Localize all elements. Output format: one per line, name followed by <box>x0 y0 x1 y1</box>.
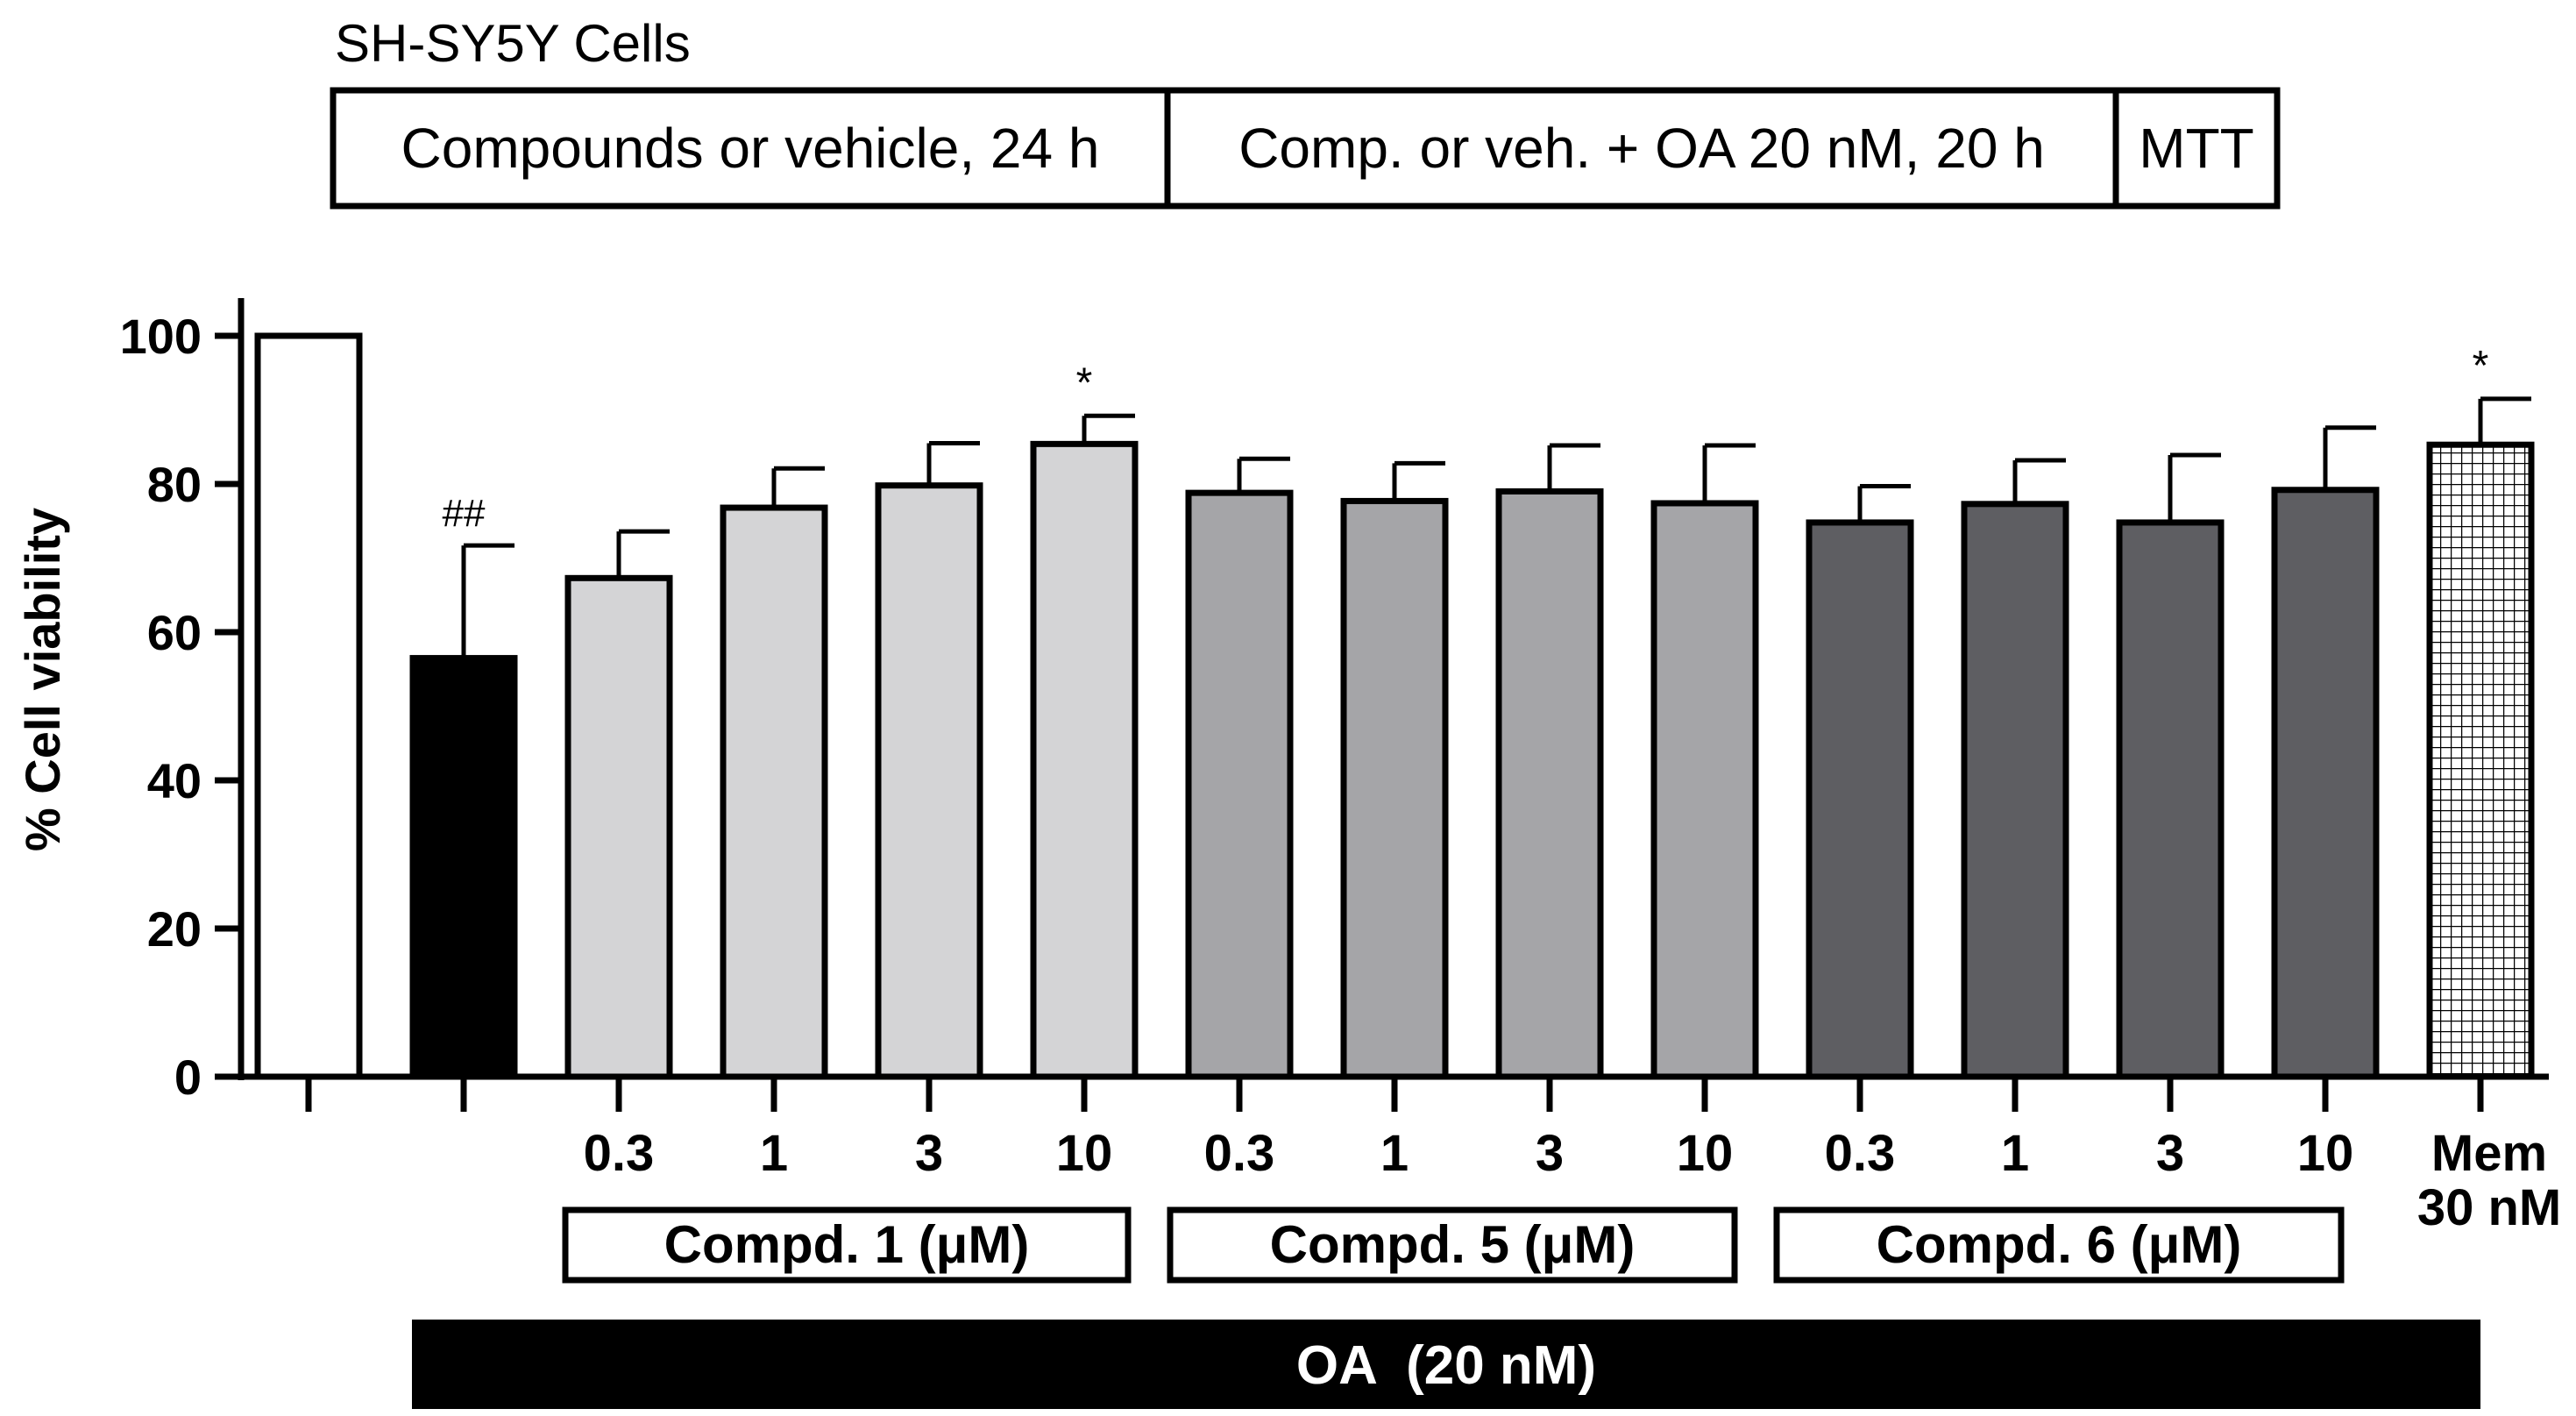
protocol-step-3-box <box>2112 87 2281 210</box>
protocol-step-3: MTT <box>2139 117 2254 180</box>
bar-compd1-4 <box>875 482 983 1080</box>
bar-plot: 0 20 40 60 80 100 ## * * 0.3 1 3 10 0.3 1 3 10 0.3 1 3 10 M… <box>120 298 2561 1236</box>
y-tick-label: 60 <box>147 605 202 660</box>
x-tick-label: 30 nM <box>2417 1179 2561 1236</box>
compd1-group-label: Compd. 1 (μM) <box>664 1215 1030 1274</box>
bar-compd1-3 <box>720 504 828 1080</box>
compd6-group-label: Compd. 6 (μM) <box>1877 1215 2242 1274</box>
y-tick-label: 100 <box>120 309 202 364</box>
compd5-group-label: Compd. 5 (μM) <box>1270 1215 1636 1274</box>
x-tick-label: 3 <box>915 1125 943 1182</box>
x-tick-label: 0.3 <box>584 1125 655 1182</box>
significance-marker: * <box>1076 359 1093 406</box>
bar-compd6-11 <box>1961 501 2069 1080</box>
y-axis-title: % Cell viability <box>15 508 70 851</box>
compd6-group-box <box>1773 1206 2345 1284</box>
bar-compd6-12 <box>2116 519 2225 1080</box>
y-axis: 0 20 40 60 80 100 <box>120 298 245 1105</box>
bar-control-0 <box>254 332 363 1080</box>
bar-compd6-13 <box>2271 487 2380 1080</box>
oa-treatment-bar <box>412 1320 2480 1409</box>
bar-compd5-7 <box>1340 497 1449 1080</box>
bar-memantine-14 <box>2426 441 2535 1080</box>
bar-compd1-2 <box>564 574 673 1080</box>
x-tick-label: 10 <box>1677 1125 1734 1182</box>
x-tick-label: 1 <box>1380 1125 1409 1182</box>
x-tick-label: 10 <box>2297 1125 2354 1182</box>
x-tick-label: 0.3 <box>1204 1125 1275 1182</box>
x-tick-label: 3 <box>2156 1125 2184 1182</box>
x-tick-label: Mem <box>2431 1125 2547 1182</box>
x-tick-label: 1 <box>760 1125 788 1182</box>
bar-compd5-8 <box>1495 487 1604 1080</box>
compd5-group-box <box>1167 1206 1738 1284</box>
significance-marker: ## <box>443 492 486 535</box>
x-tick-label: 3 <box>1536 1125 1564 1182</box>
compd1-group-box <box>562 1206 1132 1284</box>
cell-line-label: SH-SY5Y Cells <box>335 14 691 73</box>
oa-treatment-label: OA (20 nM) <box>1296 1335 1596 1396</box>
bars: ## * * <box>254 332 2535 1080</box>
y-tick-label: 40 <box>147 753 202 808</box>
protocol-step-1: Compounds or vehicle, 24 h <box>401 117 1100 180</box>
protocol-timeline: Compounds or vehicle, 24 h Comp. or veh.… <box>330 87 2281 210</box>
x-tick-label: 1 <box>2001 1125 2029 1182</box>
bar-compd6-10 <box>1806 519 1914 1080</box>
y-tick-label: 0 <box>174 1050 202 1105</box>
protocol-step-2: Comp. or veh. + OA 20 nM, 20 h <box>1238 117 2045 180</box>
y-tick-label: 80 <box>147 457 202 512</box>
bar-compd5-9 <box>1650 500 1759 1080</box>
group-boxes: Compd. 1 (μM) Compd. 5 (μM) Compd. 6 (μM… <box>412 1206 2480 1409</box>
bar-compd5-6 <box>1185 489 1294 1080</box>
x-tick-label: 0.3 <box>1825 1125 1896 1182</box>
y-tick-label: 20 <box>147 901 202 957</box>
significance-marker: * <box>2473 343 2489 389</box>
bar-compd1-5 <box>1030 440 1139 1080</box>
x-tick-label: 10 <box>1056 1125 1113 1182</box>
bar-oa-1 <box>409 655 518 1080</box>
